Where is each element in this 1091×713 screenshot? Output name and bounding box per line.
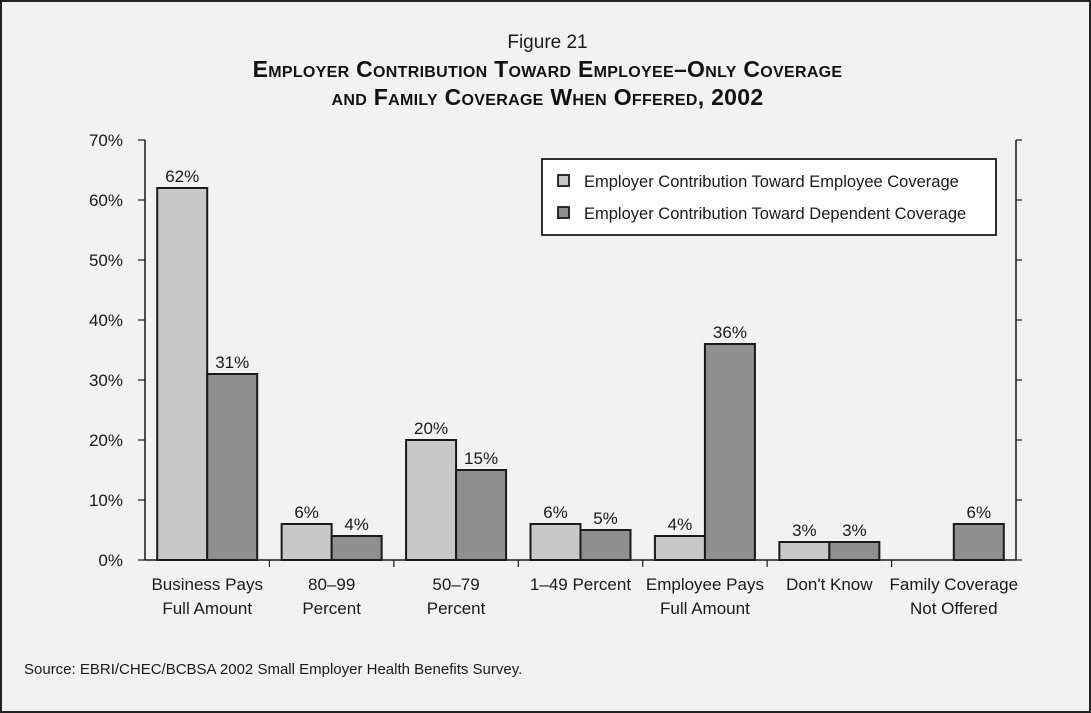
category-label-line: Don't Know: [786, 575, 873, 594]
category-label-line: Percent: [302, 599, 361, 618]
y-tick-label: 10%: [89, 491, 123, 510]
category-label-line: 80–99: [308, 575, 355, 594]
data-label: 4%: [344, 515, 369, 534]
data-label: 3%: [792, 521, 817, 540]
source-note: Source: EBRI/CHEC/BCBSA 2002 Small Emplo…: [24, 661, 523, 678]
data-label: 5%: [593, 509, 618, 528]
data-label: 36%: [713, 323, 747, 342]
category-label-line: Full Amount: [660, 599, 750, 618]
category-label-line: Business Pays: [151, 575, 263, 594]
chart-title-line-2: and Family Coverage When Offered, 2002: [331, 84, 764, 110]
chart-legend: Employer Contribution Toward Employee Co…: [541, 158, 997, 236]
bar-dependent-coverage: [952, 523, 1005, 561]
bar-dependent-coverage: [455, 469, 508, 561]
data-label: 6%: [966, 503, 991, 522]
y-tick-label: 40%: [89, 311, 123, 330]
bar-dependent-coverage: [206, 373, 259, 561]
y-tick-label: 50%: [89, 251, 123, 270]
chart-title-line-1: Employer Contribution Toward Employee–On…: [252, 56, 843, 82]
legend-swatch-dependent: [557, 206, 570, 219]
data-label: 3%: [842, 521, 867, 540]
category-label-line: 1–49 Percent: [530, 575, 631, 594]
category-label-line: Percent: [427, 599, 486, 618]
category-label-line: Not Offered: [910, 599, 998, 618]
category-label: 80–99 Percent: [302, 575, 361, 618]
bar-dependent-coverage: [828, 541, 881, 561]
legend-box: [541, 158, 997, 236]
category-label: 1–49 Percent: [530, 575, 631, 594]
data-label: 6%: [294, 503, 319, 522]
y-tick-label: 60%: [89, 191, 123, 210]
data-label: 31%: [215, 353, 249, 372]
legend-label-employee: Employer Contribution Toward Employee Co…: [584, 173, 959, 191]
category-label-line: Full Amount: [162, 599, 252, 618]
y-tick-label: 70%: [89, 131, 123, 150]
category-label: Family Coverage Not Offered: [890, 575, 1019, 618]
category-label: 50–79 Percent: [427, 575, 486, 618]
legend-label-dependent: Employer Contribution Toward Dependent C…: [584, 205, 966, 223]
category-label: Business Pays Full Amount: [151, 575, 263, 618]
bar-employee-coverage: [156, 187, 209, 561]
data-label: 15%: [464, 449, 498, 468]
chart-data-labels: 62% 31% 6% 4% 20% 15% 6% 5% 4% 36% 3% 3% 6%: [165, 167, 991, 540]
data-label: 4%: [668, 515, 693, 534]
y-tick-label: 0%: [98, 551, 123, 570]
category-label: Employee Pays Full Amount: [646, 575, 764, 618]
y-tick-label: 20%: [89, 431, 123, 450]
bar-chart: 0% 10% 20% 30% 40% 50% 60% 70% 62% 31% 6% 4% 20% 15%…: [89, 131, 1022, 618]
bar-employee-coverage: [653, 535, 706, 561]
figure-number: Figure 21: [507, 32, 588, 53]
bar-employee-coverage: [529, 523, 582, 561]
category-label-line: Employee Pays: [646, 575, 764, 594]
chart-bars: [156, 187, 1005, 561]
category-label-line: 50–79: [432, 575, 479, 594]
bar-dependent-coverage: [579, 529, 632, 561]
bar-employee-coverage: [778, 541, 831, 561]
y-tick-label: 30%: [89, 371, 123, 390]
legend-swatch-employee: [557, 174, 570, 187]
bar-employee-coverage: [405, 439, 458, 561]
bar-dependent-coverage: [330, 535, 383, 561]
bar-employee-coverage: [280, 523, 333, 561]
data-label: 20%: [414, 419, 448, 438]
category-label: Don't Know: [786, 575, 873, 594]
data-label: 62%: [165, 167, 199, 186]
bar-dependent-coverage: [703, 343, 756, 561]
data-label: 6%: [543, 503, 568, 522]
category-label-line: Family Coverage: [890, 575, 1019, 594]
